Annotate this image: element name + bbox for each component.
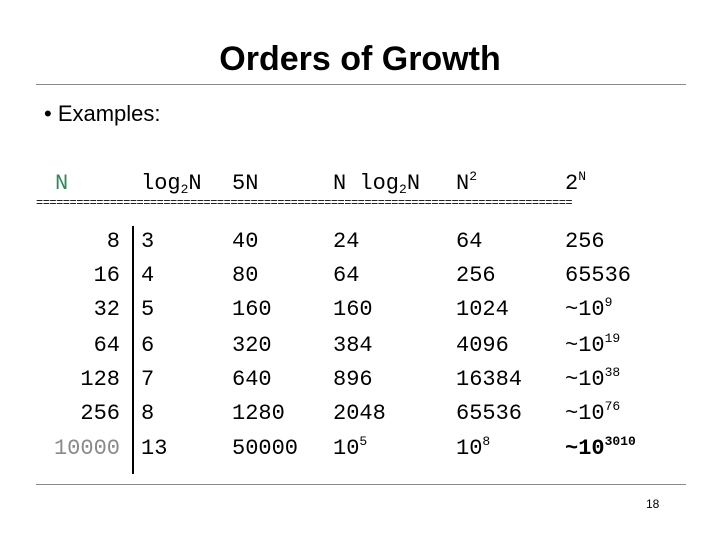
cell-n: 16	[93, 263, 120, 288]
page-number: 18	[646, 497, 660, 511]
cell-5n: 1280	[232, 401, 285, 426]
cell-nsq: 4096	[456, 333, 509, 358]
cell-2n: ~109	[565, 295, 613, 322]
cell-n: 128	[80, 367, 120, 392]
cell-nlog: 64	[333, 263, 360, 288]
cell-log: 13	[141, 436, 168, 461]
header-5n: 5N	[232, 171, 259, 196]
cell-2n: ~1038	[565, 365, 621, 392]
cell-nlog: 160	[333, 297, 373, 322]
cell-n: 10000	[53, 436, 120, 461]
cell-nlog: 896	[333, 367, 373, 392]
cell-log: 5	[141, 297, 155, 322]
cell-nlog: 2048	[333, 401, 386, 426]
cell-nlog: 384	[333, 333, 373, 358]
cell-nsq: 65536	[456, 401, 523, 426]
cell-n: 64	[93, 333, 120, 358]
header-log2n: log2N	[141, 171, 202, 197]
cell-n: 32	[93, 297, 120, 322]
cell-2n: ~1076	[565, 399, 621, 426]
cell-5n: 40	[232, 229, 259, 254]
header-2-to-n: 2N	[565, 169, 587, 196]
cell-5n: 50000	[232, 436, 299, 461]
separator-line: ========================================…	[36, 196, 573, 210]
cell-log: 7	[141, 367, 155, 392]
cell-5n: 80	[232, 263, 259, 288]
cell-nsq: 16384	[456, 367, 523, 392]
title-rule	[36, 84, 686, 85]
cell-log: 3	[141, 229, 155, 254]
bullet-examples: • Examples:	[44, 101, 161, 126]
cell-log: 4	[141, 263, 155, 288]
cell-n: 256	[80, 401, 120, 426]
cell-nsq: 256	[456, 263, 496, 288]
cell-2n: 256	[565, 229, 605, 254]
footer-rule	[36, 484, 686, 485]
table-divider	[132, 226, 134, 474]
cell-log: 8	[141, 401, 155, 426]
cell-5n: 640	[232, 367, 272, 392]
cell-nlog: 24	[333, 229, 360, 254]
cell-5n: 320	[232, 333, 272, 358]
header-n: N	[55, 171, 69, 196]
header-nlog2n: N log2N	[333, 171, 421, 197]
cell-log: 6	[141, 333, 155, 358]
cell-nsq: 108	[456, 434, 491, 461]
header-n-squared: N2	[456, 169, 478, 196]
cell-2n: ~1019	[565, 331, 621, 358]
slide-title: Orders of Growth	[219, 40, 501, 78]
cell-2n: ~103010	[565, 434, 636, 461]
cell-nsq: 64	[456, 229, 483, 254]
cell-nsq: 1024	[456, 297, 509, 322]
cell-nlog: 105	[333, 434, 368, 461]
cell-n: 8	[106, 229, 120, 254]
cell-2n: 65536	[565, 263, 632, 288]
cell-5n: 160	[232, 297, 272, 322]
